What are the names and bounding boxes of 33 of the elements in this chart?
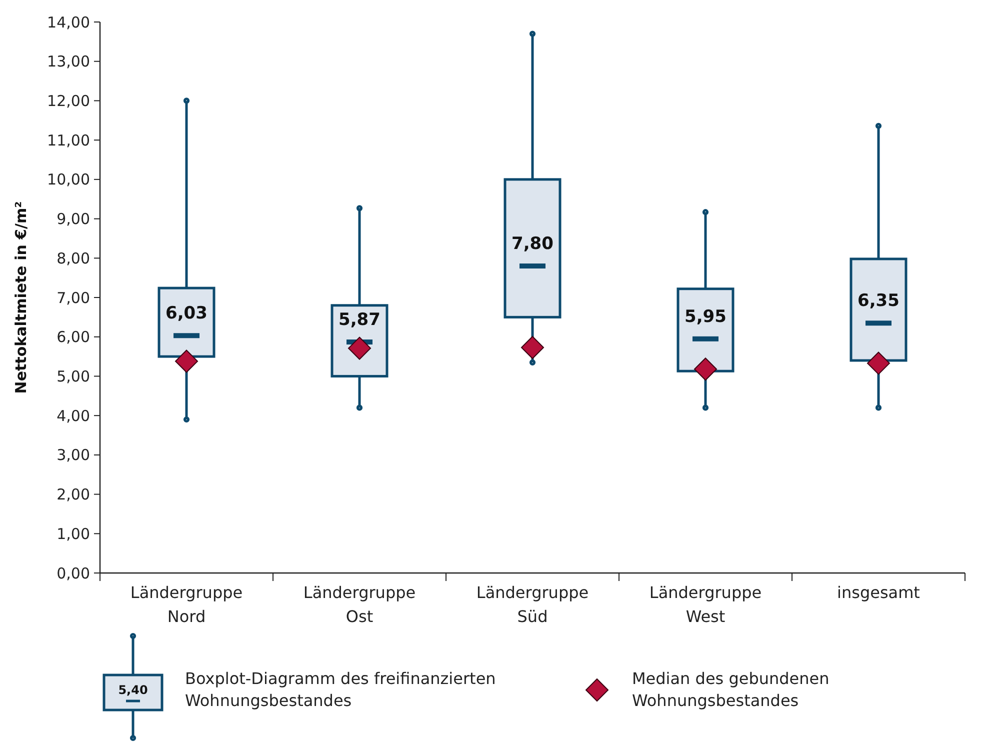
point xyxy=(521,336,544,359)
legend-label: Boxplot-Diagramm des freifinanzierten Wohnungsbestandes xyxy=(185,669,496,710)
y-axis-title: Nettokaltmiete in €/m² xyxy=(12,201,30,394)
y-tick-label: 7,00 xyxy=(56,288,90,307)
point xyxy=(694,358,717,381)
y-tick-label: 2,00 xyxy=(56,486,90,504)
legend-label: Median des gebundenen Wohnungsbestandes xyxy=(632,669,830,710)
text: 5,40 xyxy=(118,683,148,697)
y-tick-label: 0,00 xyxy=(56,564,90,582)
x-tick-label: Ländergruppe Süd xyxy=(476,583,589,626)
x-tick-label: Ländergruppe Nord xyxy=(130,583,243,626)
x-tick-label: Ländergruppe West xyxy=(649,583,762,626)
y-tick-label: 8,00 xyxy=(56,249,90,268)
text: 6,35 xyxy=(858,291,900,312)
text: 6,03 xyxy=(166,304,208,324)
x-tick-label: insgesamt xyxy=(837,583,920,602)
y-tick-label: 3,00 xyxy=(56,446,90,464)
point xyxy=(175,350,198,373)
x-tick-label: Ländergruppe Ost xyxy=(303,583,416,626)
y-tick-label: 11,00 xyxy=(47,131,90,150)
point xyxy=(867,352,890,375)
y-tick-label: 14,00 xyxy=(47,13,90,32)
y-tick-label: 9,00 xyxy=(56,210,90,228)
y-tick-label: 5,00 xyxy=(56,367,90,386)
y-tick-label: 4,00 xyxy=(56,406,90,425)
y-tick-label: 1,00 xyxy=(56,524,90,543)
text: 5,87 xyxy=(338,310,380,330)
y-tick-label: 12,00 xyxy=(47,92,90,110)
y-tick-label: 6,00 xyxy=(56,328,90,346)
text: 7,80 xyxy=(512,234,554,254)
text: 5,95 xyxy=(684,306,726,327)
y-tick-label: 10,00 xyxy=(47,170,90,189)
y-tick-label: 13,00 xyxy=(47,52,90,71)
